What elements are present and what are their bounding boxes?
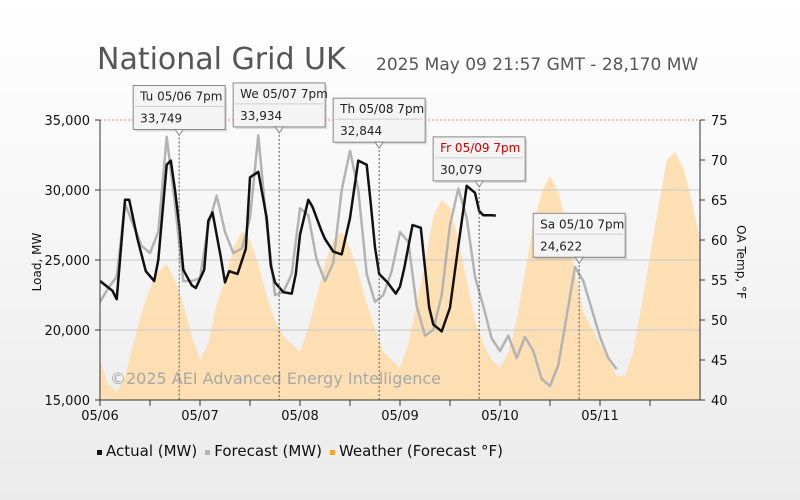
callout-label: Tu 05/06 7pm	[139, 90, 222, 104]
callout-pointer	[274, 126, 285, 134]
forecast-line	[100, 134, 618, 388]
x-tick-label: 05/11	[581, 409, 618, 424]
callout-pointer	[374, 141, 385, 150]
x-tick-label: 05/07	[181, 409, 218, 424]
y2-tick-label: 45	[711, 354, 728, 369]
y2-tick-label: 65	[711, 194, 728, 209]
x-tick-label: 05/08	[281, 409, 318, 424]
watermark-text: ©2025 AEI Advanced Energy Intelligence	[110, 369, 441, 388]
callout-value: 24,622	[540, 239, 582, 253]
y2-tick-label: 50	[711, 314, 728, 329]
callout-box	[232, 82, 326, 128]
callout-label: Sa 05/10 7pm	[540, 217, 624, 231]
legend-swatch-weather	[329, 450, 335, 455]
callout-box	[432, 136, 526, 182]
callout-box	[132, 85, 226, 131]
actual-line	[100, 159, 496, 333]
weather-area	[100, 152, 700, 400]
callout-pointer	[574, 256, 585, 265]
y2-tick-label: 70	[711, 154, 728, 169]
y2-tick-label: 75	[711, 114, 728, 129]
y-tick-label: 25,000	[45, 254, 91, 269]
callout-box	[332, 97, 426, 143]
x-tick-label: 05/09	[381, 409, 418, 424]
chart-subtitle: 2025 May 09 21:57 GMT - 28,170 MW	[376, 55, 698, 75]
legend-item-weather[interactable]: Weather (Forecast °F)	[329, 442, 503, 460]
y2-axis-title: OA Temp, °F	[734, 225, 748, 299]
y2-tick-label: 55	[711, 274, 728, 289]
x-tick-label: 05/06	[81, 409, 118, 424]
y-tick-label: 30,000	[45, 184, 91, 199]
y-tick-label: 15,000	[45, 394, 91, 409]
callout-pointer	[474, 180, 485, 188]
y2-tick-label: 40	[711, 394, 728, 409]
y-tick-label: 35,000	[45, 114, 91, 129]
legend-swatch-forecast	[205, 450, 211, 455]
callout-label: We 05/07 7pm	[240, 87, 328, 101]
legend-swatch-actual	[97, 450, 102, 455]
x-tick-label: 05/10	[481, 409, 518, 424]
legend-item-actual[interactable]: Actual (MW)	[97, 442, 197, 460]
chart-legend: Actual (MW) Forecast (MW) Weather (Forec…	[97, 442, 503, 460]
callout-value: 32,844	[340, 124, 382, 138]
callout-label: Fr 05/09 7pm	[440, 141, 520, 155]
callout-value: 33,934	[240, 109, 282, 123]
y-tick-label: 20,000	[45, 324, 91, 339]
callout-pointer	[174, 129, 185, 137]
y-axis-title: Load, MW	[30, 233, 44, 292]
legend-label-actual: Actual (MW)	[106, 442, 198, 460]
legend-item-forecast[interactable]: Forecast (MW)	[205, 442, 322, 460]
chart-title: National Grid UK	[97, 42, 347, 77]
callout-value: 30,079	[440, 163, 482, 177]
legend-label-weather: Weather (Forecast °F)	[338, 442, 503, 460]
y2-tick-label: 60	[711, 234, 728, 249]
callout-value: 33,749	[140, 112, 182, 126]
callout-label: Th 05/08 7pm	[339, 102, 424, 116]
legend-label-forecast: Forecast (MW)	[214, 442, 322, 460]
